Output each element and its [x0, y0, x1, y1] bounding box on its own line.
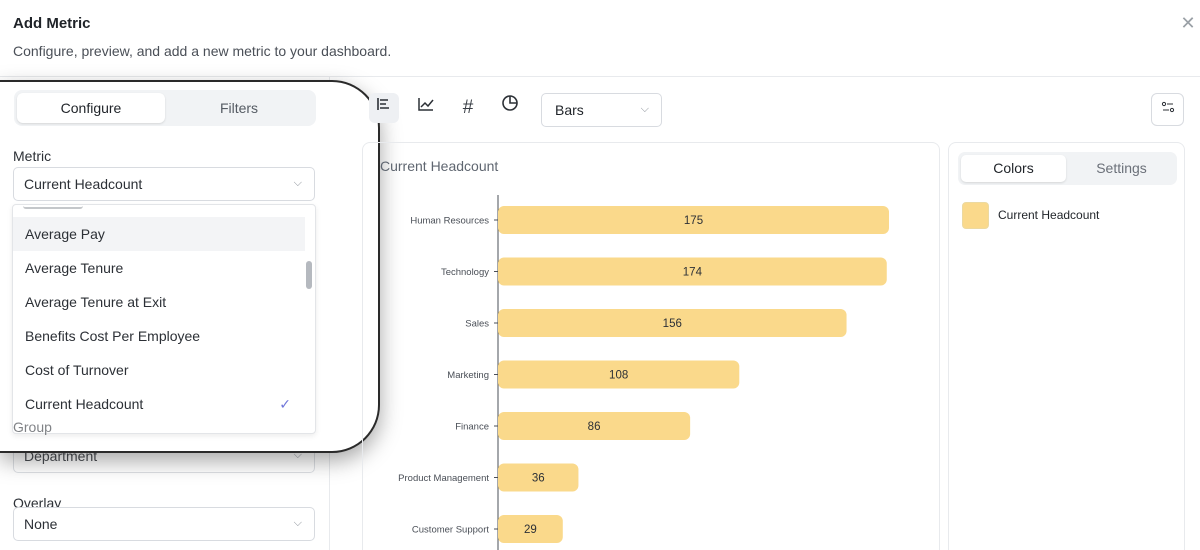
bar-value-label: 29 — [524, 524, 537, 536]
dropdown-item-benefits-cost[interactable]: Benefits Cost Per Employee — [25, 328, 201, 344]
bar-value-label: 36 — [532, 473, 545, 485]
metric-label: Metric — [13, 148, 52, 164]
bar[interactable] — [498, 257, 887, 286]
metric-value: Current Headcount — [24, 176, 143, 192]
bar-value-label: 156 — [663, 318, 682, 330]
series-label: Current Headcount — [998, 208, 1100, 222]
chevron-down-icon: ⌵ — [640, 103, 649, 115]
modal-title: Add Metric — [13, 15, 91, 32]
style-tabs: Colors Settings — [958, 152, 1177, 185]
bar[interactable] — [498, 360, 740, 389]
dropdown-item-average-tenure-at-exit[interactable]: Average Tenure at Exit — [25, 294, 167, 310]
line-chart-icon[interactable] — [411, 93, 441, 123]
chart-card: Current Headcount Human Resources 175 Tech… — [362, 142, 940, 550]
chevron-down-icon: ⌵ — [293, 177, 302, 189]
modal-header: Add Metric Configure, preview, and add a… — [0, 0, 1200, 77]
chevron-down-icon: ⌵ — [293, 449, 302, 461]
bar[interactable] — [498, 309, 847, 337]
dropdown-item-average-pay[interactable]: Average Pay — [13, 217, 305, 251]
dropdown-scrollbar[interactable] — [306, 261, 312, 289]
bar[interactable] — [498, 412, 691, 440]
metric-dropdown: Average Pay Average Tenure Average Tenur… — [12, 204, 316, 434]
bar-chart: Human Resources 175 Technology 174 Sales 156 M… — [398, 195, 889, 550]
modal-subtitle: Configure, preview, and add a new metric… — [13, 43, 392, 59]
chart-type-value: Bars — [555, 102, 584, 118]
chevron-down-icon: ⌵ — [293, 517, 302, 529]
bar-value-label: 86 — [588, 421, 601, 433]
bar[interactable] — [498, 206, 889, 234]
y-tick-label: Technology — [441, 267, 489, 278]
style-panel: Colors Settings Current Headcount — [948, 142, 1185, 550]
chart-type-select[interactable]: Bars ⌵ — [541, 93, 662, 127]
y-tick-label: Human Resources — [410, 216, 489, 227]
bar-value-label: 174 — [683, 267, 703, 279]
close-icon[interactable]: ✕ — [1180, 13, 1196, 33]
dropdown-item-cost-of-turnover[interactable]: Cost of Turnover — [25, 362, 129, 378]
pie-chart-icon[interactable] — [495, 93, 525, 123]
y-tick-label: Marketing — [447, 370, 489, 381]
tab-filters[interactable]: Filters — [219, 100, 259, 116]
clipped-item — [23, 205, 83, 209]
bar-value-label: 175 — [684, 215, 703, 227]
bar[interactable] — [498, 515, 563, 543]
y-tick-label: Finance — [455, 422, 489, 433]
y-tick-label: Sales — [465, 319, 489, 330]
config-tabs: Configure Filters — [14, 90, 316, 126]
sliders-icon[interactable] — [1151, 93, 1184, 126]
zoom-callout: Configure Filters Metric Current Headcou… — [0, 80, 380, 453]
bar-value-label: 108 — [609, 370, 628, 382]
tab-settings[interactable]: Settings — [1096, 160, 1147, 176]
group-label-peek: Group — [13, 419, 315, 451]
metric-select[interactable]: Current Headcount ⌵ — [13, 167, 315, 201]
dropdown-item-average-tenure[interactable]: Average Tenure — [25, 260, 124, 276]
y-tick-label: Customer Support — [412, 525, 489, 536]
tab-configure[interactable]: Configure — [17, 93, 165, 123]
chart-title: Current Headcount — [380, 158, 499, 174]
dropdown-item-label: Current Headcount — [25, 396, 144, 412]
color-swatch[interactable] — [962, 202, 989, 229]
overlay-value: None — [24, 516, 58, 532]
check-icon: ✓ — [279, 396, 291, 412]
overlay-select[interactable]: None ⌵ — [13, 507, 315, 541]
y-tick-label: Product Management — [398, 473, 489, 484]
tab-colors[interactable]: Colors — [961, 155, 1066, 182]
number-icon[interactable]: # — [462, 97, 474, 118]
group-label: Group — [13, 419, 52, 435]
bar[interactable] — [498, 463, 579, 492]
dropdown-item-current-headcount[interactable]: Current Headcount ✓ — [13, 387, 305, 421]
bar-chart-icon[interactable] — [369, 93, 399, 123]
